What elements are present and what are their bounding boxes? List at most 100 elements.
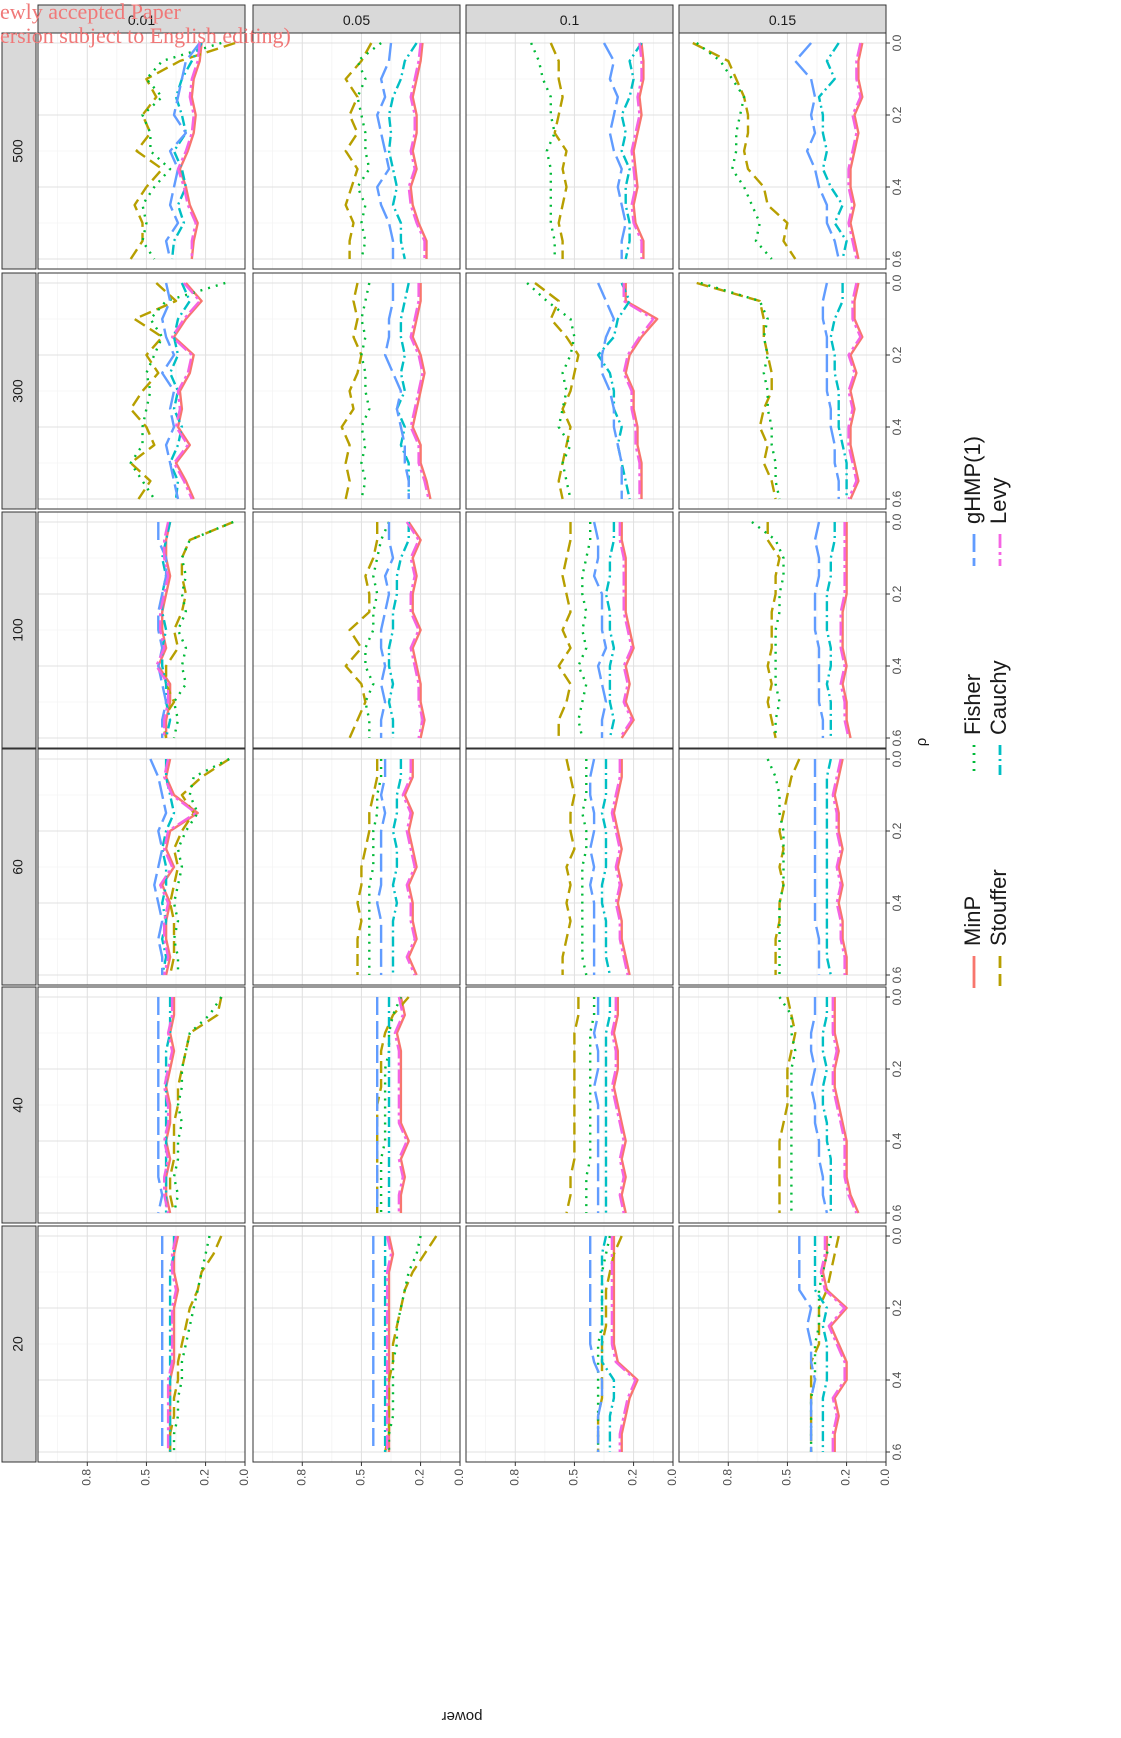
series-line-fisher (700, 281, 781, 500)
panel (38, 1226, 246, 1462)
series-line-ghmp1 (602, 42, 627, 259)
series-line-stouffer (160, 520, 234, 739)
series-line-cauchy (160, 759, 176, 976)
power-tick-label: 0.2 (839, 1469, 853, 1486)
series-line-stouffer (565, 997, 580, 1214)
series-line-levy (401, 759, 416, 976)
series-line-cauchy (825, 522, 836, 738)
panel-border (252, 511, 461, 749)
series-line-cauchy (596, 282, 631, 500)
series-line-ghmp1 (798, 1236, 817, 1452)
series-line-minp (409, 42, 428, 259)
rho-tick-label: 0.2 (890, 585, 904, 602)
series-line-cauchy (604, 997, 612, 1213)
legend-label: gHMP(1) (960, 436, 985, 524)
panel-border (465, 511, 674, 749)
series-line-fisher (360, 282, 371, 500)
series-line-minp (841, 522, 852, 739)
legend-label: Fisher (960, 674, 985, 735)
power-tick-label: 0.5 (780, 1469, 794, 1486)
series-line-levy (409, 283, 430, 500)
panel (679, 512, 887, 748)
series-line-fisher (778, 996, 797, 1213)
rho-tick-label: 0.4 (890, 894, 904, 911)
legend-label: Cauchy (986, 660, 1011, 735)
series-line-stouffer (561, 758, 576, 975)
power-tick-label: 0.2 (413, 1469, 427, 1486)
power-tick-label: 0.5 (567, 1469, 581, 1486)
series-line-cauchy (164, 997, 172, 1213)
series-line-minp (172, 282, 203, 500)
panel-border (37, 748, 246, 986)
row-strip-label: 300 (10, 379, 26, 403)
legend-label: MinP (960, 896, 985, 946)
series-line-ghmp1 (813, 521, 825, 738)
series-line-ghmp1 (383, 283, 410, 499)
series-line-stouffer (778, 996, 797, 1213)
rho-tick-label: 0.0 (890, 1227, 904, 1244)
series-line-minp (620, 522, 635, 739)
series-line-cauchy (168, 1236, 176, 1452)
power-tick-label: 0.0 (452, 1469, 466, 1486)
series-line-minp (612, 759, 631, 976)
series-line-levy (176, 42, 201, 259)
series-line-fisher (526, 282, 576, 500)
panel-border (252, 986, 461, 1224)
power-axis-title: power (442, 1708, 483, 1725)
panel (466, 987, 674, 1223)
panel (253, 987, 461, 1223)
power-tick-label: 0.8 (294, 1469, 308, 1486)
row-strip-label: 60 (10, 859, 26, 875)
rho-tick-label: 0.6 (890, 250, 904, 267)
series-line-cauchy (387, 42, 418, 260)
panel (253, 749, 461, 985)
panel-border (37, 32, 246, 270)
series-line-levy (385, 1235, 393, 1452)
panel-border (465, 986, 674, 1224)
series-line-fisher (172, 996, 223, 1214)
series-line-ghmp1 (597, 282, 623, 499)
series-line-ghmp1 (589, 1236, 604, 1452)
panel-border (465, 272, 674, 510)
row-strip (1, 511, 37, 749)
row-strip (1, 272, 37, 510)
power-tick-label: 0.8 (507, 1469, 521, 1486)
series-line-minp (612, 1236, 639, 1452)
series-line-ghmp1 (157, 522, 168, 738)
panel (679, 987, 887, 1223)
series-line-cauchy (600, 1235, 616, 1452)
series-line-cauchy (391, 759, 403, 975)
power-tick-label: 0.0 (878, 1469, 892, 1486)
series-line-levy (166, 1235, 178, 1452)
panel-border (678, 748, 887, 986)
watermark: ewly accepted Paper ersion subject to En… (0, 0, 291, 48)
series-line-minp (833, 997, 860, 1214)
panel (38, 512, 246, 748)
column-strip (465, 4, 674, 35)
column-strip-label: 0.05 (343, 12, 370, 28)
panel (253, 33, 461, 269)
rho-tick-label: 0.0 (890, 34, 904, 51)
series-line-levy (618, 522, 633, 739)
rho-tick-label: 0.4 (890, 657, 904, 674)
legend-label: Stouffer (986, 869, 1011, 946)
series-line-fisher (356, 42, 382, 260)
panel-border (678, 1225, 887, 1463)
panel (679, 749, 887, 985)
series-line-levy (819, 1236, 846, 1452)
series-line-levy (831, 758, 846, 975)
column-strip-label: 0.15 (769, 12, 796, 28)
panel (679, 1226, 887, 1462)
legend-label: Levy (986, 478, 1011, 524)
panel (466, 749, 674, 985)
panel (38, 987, 246, 1223)
column-strip (678, 4, 887, 35)
rho-tick-label: 0.0 (890, 513, 904, 530)
rho-axis-title: ρ (913, 738, 930, 747)
series-line-ghmp1 (157, 997, 164, 1214)
rho-tick-label: 0.4 (890, 418, 904, 435)
series-line-levy (839, 522, 850, 739)
rho-tick-label: 0.0 (890, 988, 904, 1005)
series-line-stouffer (344, 522, 379, 739)
series-line-ghmp1 (149, 758, 168, 975)
